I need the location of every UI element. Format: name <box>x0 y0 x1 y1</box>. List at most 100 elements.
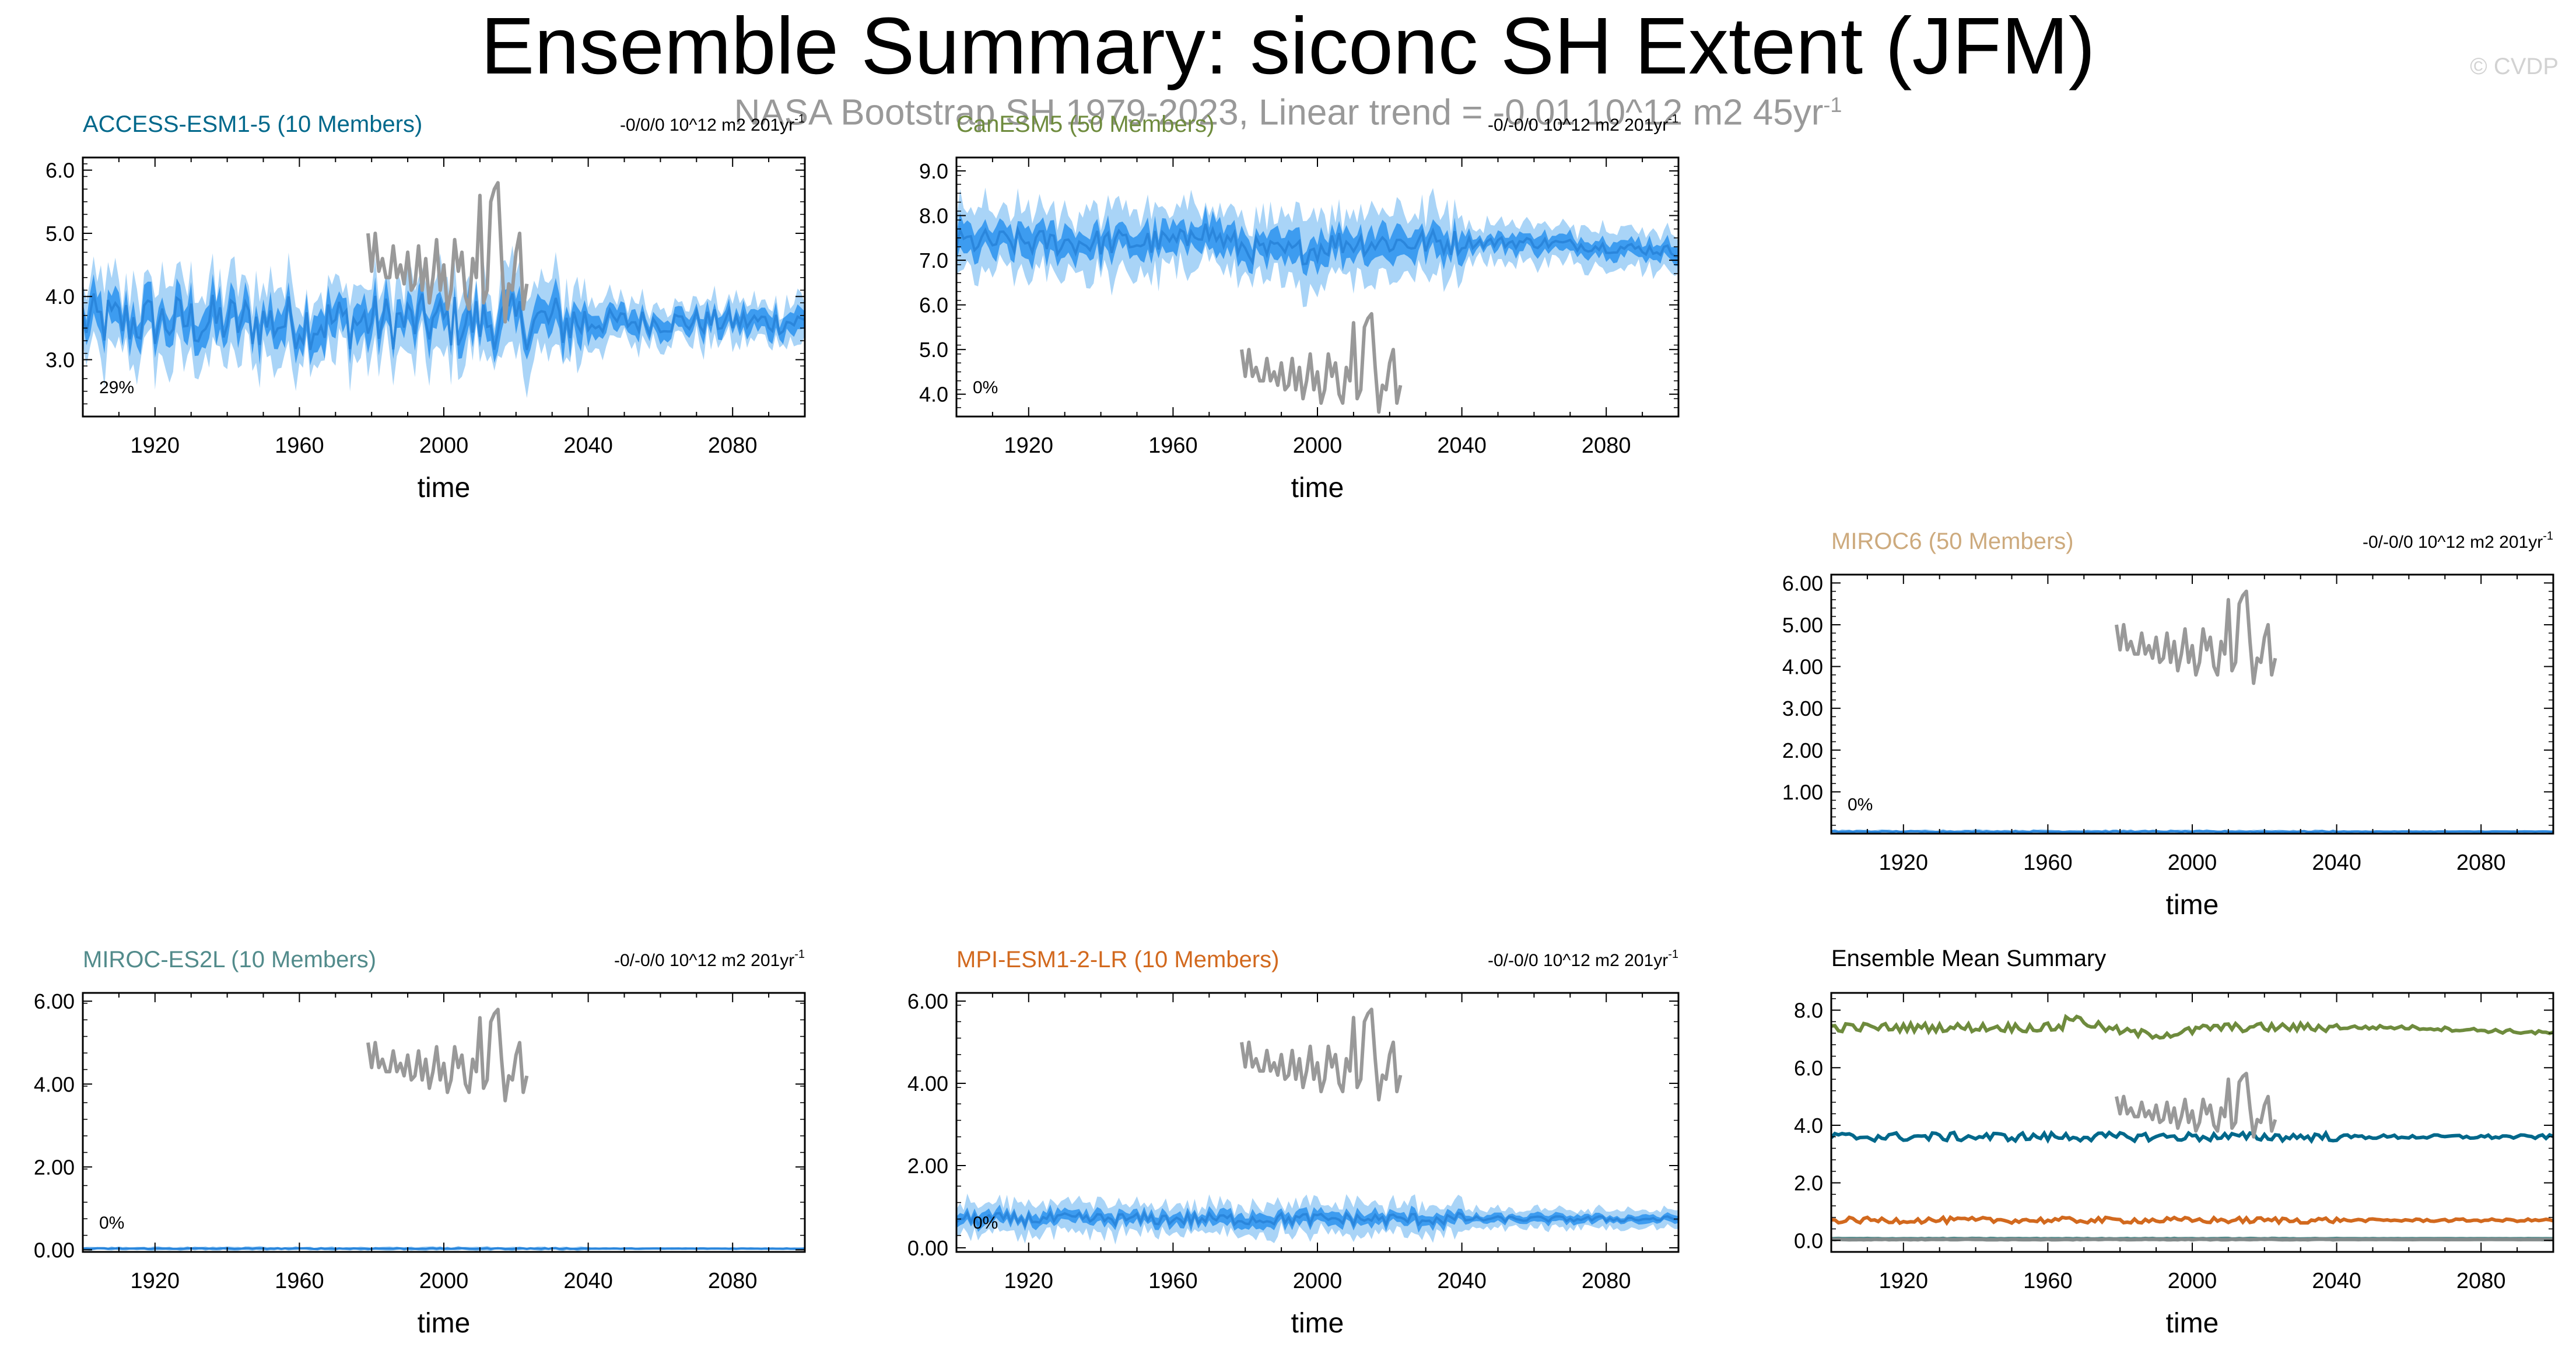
mpi-xtick-label: 1920 <box>1004 1269 1054 1293</box>
summary-ytick-label: 4.0 <box>1794 1114 1823 1138</box>
miroc6-obs-line <box>2115 589 2277 685</box>
miroc-es2l-ytick-label: 4.00 <box>34 1072 75 1096</box>
mpi-xtick-label: 2080 <box>1582 1269 1631 1293</box>
access-trend-text: -0/0/0 10^12 m2 201yr <box>620 116 794 135</box>
miroc6-ytick-label: 5.00 <box>1782 613 1823 637</box>
canesm5-ytick-label: 4.0 <box>919 383 948 407</box>
mpi-ytick-label: 4.00 <box>907 1072 948 1096</box>
access-obs-line <box>366 181 529 324</box>
canesm5-xtick-label: 1960 <box>1148 433 1198 458</box>
access-xtick-label: 2000 <box>419 433 469 458</box>
summary-ytick-label: 6.0 <box>1794 1056 1823 1080</box>
miroc-es2l-obs-line <box>366 1007 529 1103</box>
miroc6-ytick-label: 1.00 <box>1782 780 1823 804</box>
access-xtick-label: 2080 <box>708 433 758 458</box>
canesm5-ensemble-mean-line <box>956 223 1678 266</box>
access-ytick-label: 5.0 <box>45 222 75 246</box>
miroc-es2l-trend-label: -0/-0/0 10^12 m2 201yr-1 <box>614 948 805 970</box>
summary-series-line <box>1831 1237 2553 1242</box>
canesm5-trend-text: -0/-0/0 10^12 m2 201yr <box>1488 116 1668 135</box>
miroc-es2l-xtick-label: 1920 <box>131 1269 180 1293</box>
mpi-trend-label: -0/-0/0 10^12 m2 201yr-1 <box>1488 948 1678 970</box>
miroc6-trend-text: -0/-0/0 10^12 m2 201yr <box>2363 533 2543 552</box>
summary-ytick-label: 2.0 <box>1794 1171 1823 1195</box>
summary-series-line <box>1831 1215 2553 1226</box>
miroc6-ytick-label: 4.00 <box>1782 655 1823 679</box>
miroc6-plot-frame <box>1830 573 2554 835</box>
access-xtick-label: 2040 <box>563 433 613 458</box>
summary-xtick-label: 2080 <box>2456 1269 2506 1293</box>
mpi-plot-area <box>956 1194 1678 1245</box>
mpi-obs-line <box>1240 1007 1403 1102</box>
mpi-xtick-label: 2040 <box>1437 1269 1487 1293</box>
mpi-trend-text: -0/-0/0 10^12 m2 201yr <box>1488 951 1668 970</box>
canesm5-percent-label: 0% <box>973 378 998 397</box>
canesm5-xtick-label: 2040 <box>1437 433 1487 458</box>
miroc6-ytick-label: 2.00 <box>1782 739 1823 762</box>
mpi-xtick-label: 2000 <box>1293 1269 1343 1293</box>
miroc6-panel-title: MIROC6 (50 Members) <box>1831 529 2074 554</box>
miroc6-xtick-label: 1960 <box>2023 851 2073 875</box>
miroc6-xaxis-label: time <box>2166 890 2219 921</box>
mpi-trend-superscript: -1 <box>1668 948 1678 961</box>
canesm5-panel-title: CanESM5 (50 Members) <box>956 111 1214 137</box>
miroc-es2l-xtick-label: 2080 <box>708 1269 758 1293</box>
summary-xtick-label: 1920 <box>1879 1269 1929 1293</box>
summary-plot-area <box>1831 1013 2553 1242</box>
mpi-ensemble-mean-line <box>956 1210 1678 1229</box>
mpi-xtick-label: 1960 <box>1148 1269 1198 1293</box>
mpi-ytick-label: 2.00 <box>907 1154 948 1178</box>
canesm5-xtick-label: 2080 <box>1582 433 1631 458</box>
canesm5-ytick-label: 5.0 <box>919 338 948 362</box>
miroc-es2l-xtick-label: 2040 <box>563 1269 613 1293</box>
miroc-es2l-percent-label: 0% <box>99 1213 124 1233</box>
summary-xaxis-label: time <box>2166 1308 2219 1339</box>
miroc-es2l-xaxis-label: time <box>418 1308 471 1339</box>
canesm5-xtick-label: 2000 <box>1293 433 1343 458</box>
miroc-es2l-trend-superscript: -1 <box>794 948 805 961</box>
miroc6-xtick-label: 2000 <box>2168 851 2217 875</box>
summary-panel-title: Ensemble Mean Summary <box>1831 946 2106 971</box>
miroc6-ytick-label: 3.00 <box>1782 697 1823 720</box>
canesm5-ytick-label: 9.0 <box>919 159 948 183</box>
access-plot-area <box>83 245 805 398</box>
canesm5-ytick-label: 8.0 <box>919 204 948 228</box>
access-percent-label: 29% <box>99 378 134 397</box>
canesm5-ytick-label: 7.0 <box>919 249 948 272</box>
mpi-inner-band <box>956 1204 1678 1233</box>
mpi-panel-title: MPI-ESM1-2-LR (10 Members) <box>956 947 1279 972</box>
copyright-label: © CVDP <box>2470 54 2559 79</box>
canesm5-plot-area <box>956 187 1678 307</box>
access-trend-label: -0/0/0 10^12 m2 201yr-1 <box>620 113 805 135</box>
summary-xtick-label: 2000 <box>2168 1269 2217 1293</box>
canesm5-ytick-label: 6.0 <box>919 293 948 317</box>
mpi-ytick-label: 0.00 <box>907 1236 948 1260</box>
obs-subtitle: NASA Bootstrap SH 1979-2023, Linear tren… <box>734 92 1842 133</box>
miroc6-trend-label: -0/-0/0 10^12 m2 201yr-1 <box>2363 530 2553 552</box>
access-trend-superscript: -1 <box>794 113 805 125</box>
miroc-es2l-xtick-label: 2000 <box>419 1269 469 1293</box>
summary-ytick-label: 8.0 <box>1794 999 1823 1023</box>
miroc6-xtick-label: 1920 <box>1879 851 1929 875</box>
access-panel-title: ACCESS-ESM1-5 (10 Members) <box>83 111 422 137</box>
summary-xtick-label: 1960 <box>2023 1269 2073 1293</box>
summary-obs-line <box>2115 1072 2277 1139</box>
access-ytick-label: 6.0 <box>45 159 75 183</box>
canesm5-xtick-label: 1920 <box>1004 433 1054 458</box>
miroc-es2l-trend-text: -0/-0/0 10^12 m2 201yr <box>614 951 794 970</box>
access-ytick-label: 4.0 <box>45 285 75 309</box>
miroc6-trend-superscript: -1 <box>2543 530 2553 543</box>
miroc-es2l-plot-frame <box>82 992 806 1253</box>
miroc-es2l-panel-title: MIROC-ES2L (10 Members) <box>83 947 376 972</box>
canesm5-obs-line <box>1240 312 1403 414</box>
miroc-es2l-ytick-label: 6.00 <box>34 989 75 1013</box>
access-ensemble-mean-line <box>83 293 805 351</box>
miroc6-xtick-label: 2080 <box>2456 851 2506 875</box>
canesm5-trend-superscript: -1 <box>1668 113 1678 125</box>
page-title: Ensemble Summary: siconc SH Extent (JFM) <box>481 1 2095 91</box>
access-ytick-label: 3.0 <box>45 348 75 372</box>
mpi-ytick-label: 6.00 <box>907 989 948 1013</box>
mpi-percent-label: 0% <box>973 1213 998 1233</box>
miroc6-xtick-label: 2040 <box>2312 851 2361 875</box>
